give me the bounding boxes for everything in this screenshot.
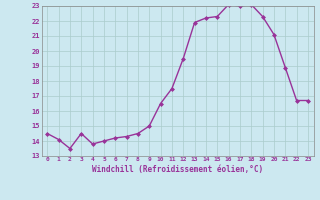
X-axis label: Windchill (Refroidissement éolien,°C): Windchill (Refroidissement éolien,°C) xyxy=(92,165,263,174)
